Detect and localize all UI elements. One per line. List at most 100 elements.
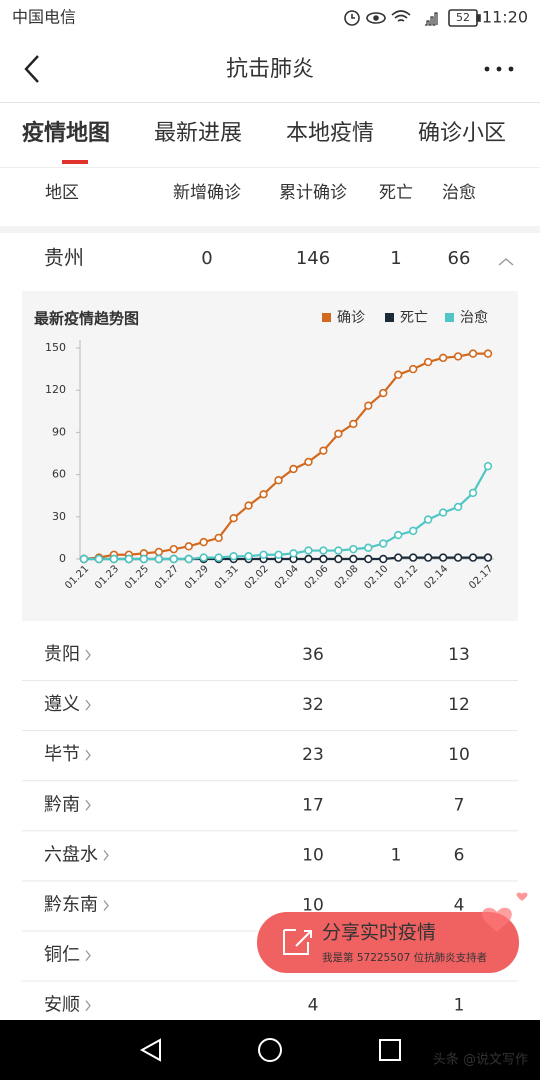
city-name[interactable]: 铜仁: [44, 945, 80, 966]
data-point: [379, 554, 388, 564]
province-name: 贵州: [44, 246, 84, 270]
nav-home[interactable]: [258, 1038, 282, 1062]
city-total: 36: [302, 645, 324, 665]
data-point: [169, 554, 178, 564]
data-point: [304, 554, 313, 564]
data-point: [259, 550, 268, 559]
city-name[interactable]: 黔南: [44, 794, 80, 815]
data-point: [468, 349, 478, 358]
column-header: 治愈: [442, 183, 476, 203]
province-new: 0: [201, 248, 212, 269]
city-name[interactable]: 毕节: [44, 744, 80, 765]
data-point: [259, 490, 268, 499]
data-point: [244, 501, 253, 510]
city-cured: 7: [454, 795, 465, 815]
data-point: [483, 553, 493, 562]
city-name[interactable]: 贵阳: [44, 644, 80, 665]
data-point: [423, 515, 433, 524]
tab[interactable]: 确诊小区: [418, 121, 506, 146]
data-point: [304, 457, 313, 467]
legend-swatch: [445, 313, 454, 322]
share-label[interactable]: 分享实时疫情: [322, 922, 436, 944]
data-point: [408, 553, 418, 562]
data-point: [349, 544, 358, 554]
data-point: [349, 554, 358, 564]
city-cured: 10: [448, 745, 470, 765]
city-name[interactable]: 安顺: [44, 995, 80, 1016]
data-point: [274, 476, 283, 485]
divider: [0, 102, 540, 103]
city-name[interactable]: 遵义: [44, 694, 80, 715]
data-point: [199, 537, 208, 547]
expand-chevron: [103, 900, 109, 911]
legend-label: 确诊: [337, 310, 365, 326]
legend-swatch: [322, 313, 331, 322]
heart-icon: [516, 892, 528, 901]
more-button[interactable]: [484, 66, 514, 72]
data-point: [334, 554, 343, 564]
row-divider: [22, 780, 518, 782]
province-cured: 66: [448, 248, 471, 269]
data-point: [364, 401, 373, 410]
row-divider: [22, 830, 518, 832]
collapse-icon[interactable]: [498, 258, 514, 266]
city-total: 17: [302, 795, 324, 815]
nav-back[interactable]: [139, 1038, 161, 1062]
data-point: [453, 502, 463, 512]
city-total: 10: [302, 845, 324, 865]
city-cured: 13: [448, 645, 470, 665]
data-point: [394, 530, 403, 540]
section-gap: [0, 226, 540, 233]
data-point: [408, 526, 418, 536]
column-header: 死亡: [379, 183, 413, 203]
data-point: [334, 546, 343, 555]
back-button[interactable]: [24, 55, 39, 83]
series-line: [83, 352, 488, 561]
legend-label: 治愈: [460, 310, 488, 326]
column-header: 新增确诊: [173, 183, 241, 203]
tab[interactable]: 疫情地图: [22, 120, 110, 146]
data-point: [453, 352, 463, 361]
city-total: 23: [302, 745, 324, 765]
y-tick-label: 60: [52, 468, 66, 481]
column-header: 地区: [45, 183, 79, 203]
data-point: [124, 554, 134, 564]
data-point: [184, 554, 193, 564]
city-cured: 6: [454, 845, 465, 865]
data-point: [169, 544, 178, 554]
chart-card: [22, 291, 518, 621]
data-point: [438, 353, 448, 363]
data-point: [394, 553, 403, 562]
data-point: [394, 370, 403, 379]
data-point: [289, 464, 298, 474]
city-name[interactable]: 六盘水: [44, 844, 98, 865]
city-name[interactable]: 黔东南: [44, 895, 98, 916]
data-point: [154, 554, 164, 564]
tab[interactable]: 最新进展: [154, 121, 242, 146]
expand-chevron: [85, 749, 91, 761]
expand-chevron: [85, 1000, 91, 1012]
data-point: [214, 553, 223, 562]
nav-recent[interactable]: [379, 1039, 401, 1061]
data-point: [334, 429, 343, 439]
y-tick-label: 90: [52, 425, 66, 438]
share-button[interactable]: [257, 912, 519, 973]
city-total: 10: [302, 896, 324, 916]
data-point: [289, 549, 298, 558]
column-header: 累计确诊: [279, 183, 347, 203]
data-point: [423, 357, 433, 367]
tab[interactable]: 本地疫情: [286, 121, 374, 146]
data-point: [468, 488, 478, 498]
data-point: [408, 364, 418, 374]
data-point: [139, 554, 149, 564]
row-divider: [22, 730, 518, 732]
row-divider: [22, 680, 518, 681]
city-cured: 4: [454, 896, 465, 916]
y-tick-label: 120: [45, 383, 66, 396]
page-title: 抗击肺炎: [226, 57, 314, 82]
data-point: [438, 508, 448, 517]
nav-bar: [0, 1020, 540, 1080]
city-deaths: 1: [391, 845, 402, 865]
data-point: [244, 551, 253, 561]
